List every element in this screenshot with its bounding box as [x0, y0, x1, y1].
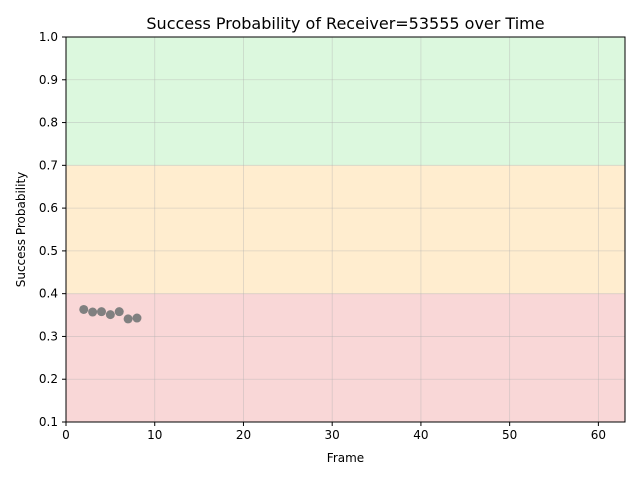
- data-point-0-6: [132, 313, 142, 323]
- y-tick-label-9: 1.0: [39, 30, 58, 44]
- y-tick-label-3: 0.4: [39, 287, 58, 301]
- data-point-0-4: [114, 307, 124, 317]
- x-tick-label-2: 20: [236, 428, 251, 442]
- data-point-0-3: [105, 310, 115, 320]
- x-tick-label-0: 0: [62, 428, 70, 442]
- y-tick-label-0: 0.1: [39, 415, 58, 429]
- band-2: [66, 37, 625, 166]
- chart-title: Success Probability of Receiver=53555 ov…: [146, 14, 544, 33]
- y-tick-label-1: 0.2: [39, 372, 58, 386]
- x-tick-label-3: 30: [325, 428, 340, 442]
- x-tick-label-5: 50: [502, 428, 517, 442]
- band-1: [66, 165, 625, 294]
- y-tick-label-7: 0.8: [39, 116, 58, 130]
- y-tick-label-6: 0.7: [39, 158, 58, 172]
- probability-bands: [66, 37, 625, 422]
- x-axis-ticks: 0 10 20 30 40 50 60: [62, 422, 606, 442]
- plot-frame: [65, 36, 626, 423]
- y-axis-label: Success Probability: [14, 172, 28, 288]
- band-0: [66, 293, 625, 422]
- x-axis-label: Frame: [327, 451, 364, 465]
- data-point-0-2: [96, 307, 106, 317]
- x-tick-label-6: 60: [591, 428, 606, 442]
- data-points: [79, 304, 142, 324]
- y-tick-label-2: 0.3: [39, 329, 58, 343]
- x-tick-label-1: 10: [147, 428, 162, 442]
- data-point-0-0: [79, 304, 89, 314]
- y-tick-label-4: 0.5: [39, 244, 58, 258]
- y-axis-ticks: 0.1 0.2 0.3 0.4 0.5 0.6 0.7 0.8 0.9 1.0: [39, 30, 66, 429]
- data-point-0-1: [88, 307, 98, 317]
- y-tick-label-5: 0.6: [39, 201, 58, 215]
- data-point-0-5: [123, 314, 133, 324]
- x-tick-label-4: 40: [413, 428, 428, 442]
- y-tick-label-8: 0.9: [39, 73, 58, 87]
